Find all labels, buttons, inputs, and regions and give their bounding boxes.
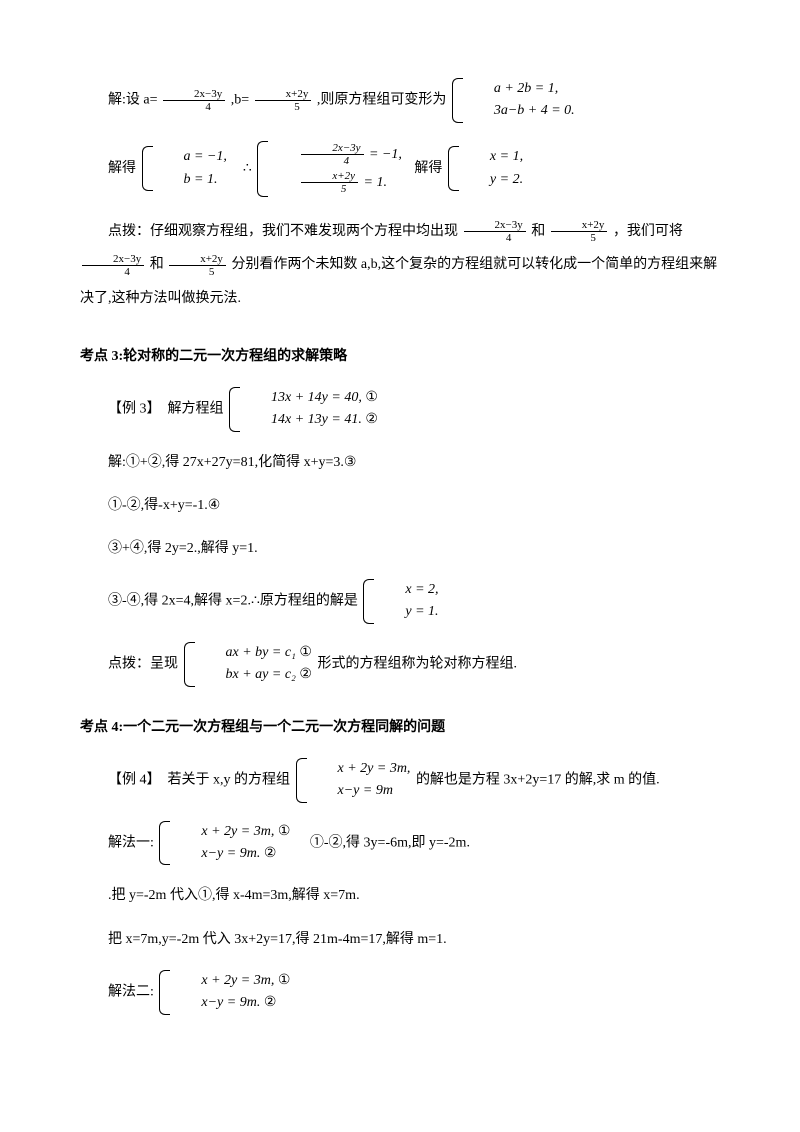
example-label: 【例 4】 若关于 x,y 的方程组 xyxy=(108,772,290,787)
text: 解法一: xyxy=(108,835,154,850)
fraction: x+2y 5 xyxy=(255,88,312,113)
text: 解法二: xyxy=(108,984,154,999)
fraction: 2x−3y 4 xyxy=(301,142,363,167)
text: 和 xyxy=(150,257,164,272)
equation-system: x + 2y = 3m, ① x−y = 9m. ② xyxy=(159,821,290,866)
text: ,b= xyxy=(231,93,249,108)
method-2: 解法二: x + 2y = 3m, ① x−y = 9m. ② xyxy=(80,970,720,1015)
step: 把 x=7m,y=-2m 代入 3x+2y=17,得 21m-4m=17,解得 … xyxy=(80,927,720,952)
fraction: 2x−3y 4 xyxy=(163,88,225,113)
text: ，我们可将 xyxy=(613,224,683,239)
equation-system: x = 1, y = 2. xyxy=(448,146,523,191)
text: ,则原方程组可变形为 xyxy=(317,93,447,108)
equation-system: 2x−3y 4 = −1, x+2y 5 = 1. xyxy=(257,141,402,197)
text: 解得 xyxy=(414,161,442,176)
text: 点拨：仔细观察方程组，我们不难发现两个方程中均出现 xyxy=(108,224,458,239)
equation-system: ax + by = c₁ ① bx + ay = c₂ ② xyxy=(184,642,312,687)
step: ③-④,得 2x=4,解得 x=2.∴原方程组的解是 x = 2, y = 1. xyxy=(80,579,720,624)
step: ③+④,得 2y=2.,解得 y=1. xyxy=(80,536,720,561)
text: 和 xyxy=(531,224,545,239)
para-substitution: 解:设 a= 2x−3y 4 ,b= x+2y 5 ,则原方程组可变形为 a +… xyxy=(80,78,720,123)
tip: 点拨：呈现 ax + by = c₁ ① bx + ay = c₂ ② 形式的方… xyxy=(80,642,720,687)
para-tip: 点拨：仔细观察方程组，我们不难发现两个方程中均出现 2x−3y 4 和 x+2y… xyxy=(80,215,720,316)
equation-system: a = −1, b = 1. xyxy=(142,146,227,191)
heading-topic-3: 考点 3:轮对称的二元一次方程组的求解策略 xyxy=(80,344,720,369)
fraction: 2x−3y 4 xyxy=(82,253,144,278)
therefore: ∴ xyxy=(243,161,252,176)
text: 点拨：呈现 xyxy=(108,656,178,671)
step: 解:①+②,得 27x+27y=81,化简得 x+y=3.③ xyxy=(80,450,720,475)
text: ①-②,得 3y=-6m,即 y=-2m. xyxy=(296,835,470,850)
fraction: x+2y 5 xyxy=(301,170,358,195)
equation-system: 13x + 14y = 40, ① 14x + 13y = 41. ② xyxy=(229,387,378,432)
text: 的解也是方程 3x+2y=17 的解,求 m 的值. xyxy=(416,772,660,787)
para-solve: 解得 a = −1, b = 1. ∴ 2x−3y 4 = −1, x+2y 5… xyxy=(80,141,720,197)
fraction: 2x−3y 4 xyxy=(464,219,526,244)
text: 解得 xyxy=(108,161,136,176)
equation-system: x + 2y = 3m, ① x−y = 9m. ② xyxy=(159,970,290,1015)
example-label: 【例 3】 解方程组 xyxy=(108,401,224,416)
fraction: x+2y 5 xyxy=(169,253,226,278)
text: ③-④,得 2x=4,解得 x=2.∴原方程组的解是 xyxy=(108,594,358,609)
equation-system: a + 2b = 1, 3a−b + 4 = 0. xyxy=(452,78,575,123)
fraction: x+2y 5 xyxy=(551,219,608,244)
heading-topic-4: 考点 4:一个二元一次方程组与一个二元一次方程同解的问题 xyxy=(80,715,720,740)
text: 解:设 a= xyxy=(108,93,158,108)
step: .把 y=-2m 代入①,得 x-4m=3m,解得 x=7m. xyxy=(80,883,720,908)
example-4: 【例 4】 若关于 x,y 的方程组 x + 2y = 3m, x−y = 9m… xyxy=(80,758,720,803)
equation-system: x = 2, y = 1. xyxy=(363,579,438,624)
example-3: 【例 3】 解方程组 13x + 14y = 40, ① 14x + 13y =… xyxy=(80,387,720,432)
method-1: 解法一: x + 2y = 3m, ① x−y = 9m. ② ①-②,得 3y… xyxy=(80,821,720,866)
equation-system: x + 2y = 3m, x−y = 9m xyxy=(296,758,411,803)
text: 形式的方程组称为轮对称方程组. xyxy=(317,656,517,671)
step: ①-②,得-x+y=-1.④ xyxy=(80,493,720,518)
